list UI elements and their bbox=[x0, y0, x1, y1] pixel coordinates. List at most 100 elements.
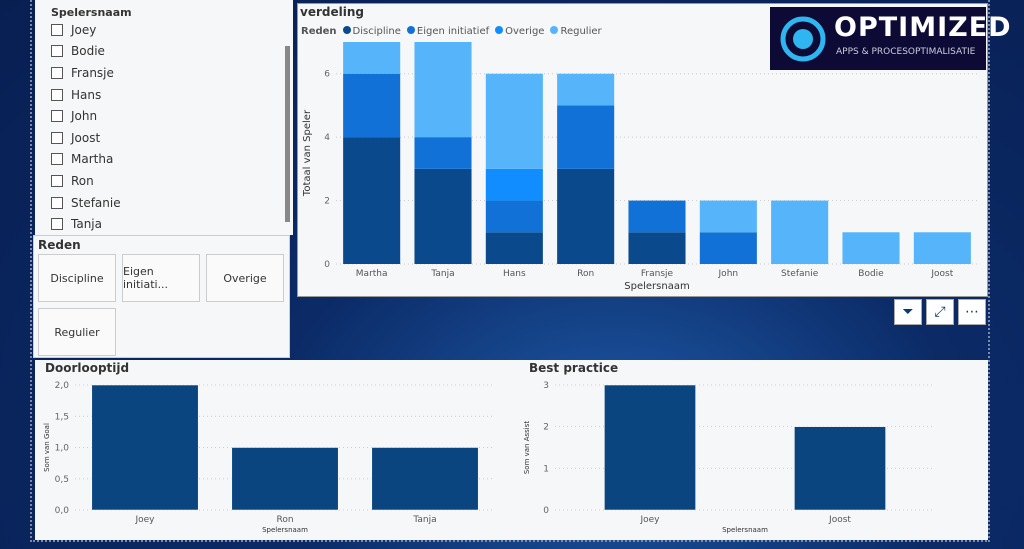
legend-title: Reden bbox=[301, 26, 337, 37]
y-tick-label: 2 bbox=[543, 423, 549, 433]
stacked-bar-plot: 0 2 4 6 Martha Tanja Hans Ron Fransje John Stefani… bbox=[302, 42, 978, 292]
slicer-item[interactable]: Fransje bbox=[35, 62, 293, 84]
checkbox[interactable] bbox=[51, 153, 63, 166]
slicer-item-label: Ron bbox=[71, 173, 94, 188]
x-axis-title: Spelersnaam bbox=[262, 526, 308, 534]
y-tick-label: 1,5 bbox=[55, 412, 69, 422]
bar-segment bbox=[699, 232, 757, 264]
bar-segment bbox=[414, 168, 472, 264]
x-tick-label: Tanja bbox=[412, 515, 436, 525]
bar-segment bbox=[557, 73, 615, 106]
slicer-item-label: Tanja bbox=[71, 217, 102, 232]
slicer-item[interactable]: Joost bbox=[35, 127, 293, 149]
x-tick-label: Stefanie bbox=[781, 269, 819, 279]
x-tick-label: Ron bbox=[276, 515, 293, 525]
slicer-item-label: Joey bbox=[71, 22, 97, 37]
slicer-item-label: John bbox=[71, 109, 98, 124]
logo-tagline: APPS & PROCESOPTIMALISATIE bbox=[836, 47, 976, 57]
checkbox[interactable] bbox=[51, 66, 63, 79]
slicer-item[interactable]: Martha bbox=[35, 149, 293, 171]
y-tick-label: 2,0 bbox=[55, 381, 70, 391]
legend-item[interactable]: Overige bbox=[495, 26, 544, 37]
more-options-icon[interactable]: ⋯ bbox=[958, 299, 986, 325]
legend-label: Regulier bbox=[560, 26, 602, 37]
checkbox[interactable] bbox=[51, 196, 63, 209]
checkbox[interactable] bbox=[51, 45, 63, 58]
bar-segment bbox=[343, 137, 401, 264]
bar-segment bbox=[343, 42, 401, 74]
legend-label: Discipline bbox=[352, 26, 401, 37]
bar-segment bbox=[557, 105, 615, 169]
bar-segment bbox=[485, 232, 543, 264]
x-tick-label: John bbox=[718, 269, 739, 279]
logo-name: OPTIMIZED bbox=[834, 12, 1012, 43]
legend-label: Eigen initiatief bbox=[416, 26, 490, 37]
x-tick-label: Joey bbox=[639, 515, 660, 525]
legend-dot bbox=[495, 26, 504, 34]
x-tick-label: Fransje bbox=[641, 269, 674, 279]
x-axis-title: Spelersnaam bbox=[624, 281, 689, 292]
checkbox[interactable] bbox=[51, 218, 63, 231]
y-tick-label: 6 bbox=[324, 70, 330, 80]
checkbox[interactable] bbox=[51, 131, 63, 144]
bar-segment bbox=[414, 137, 472, 169]
bar-segment bbox=[913, 232, 971, 264]
legend-item[interactable]: Discipline bbox=[342, 26, 401, 37]
y-tick-label: 2 bbox=[324, 197, 330, 207]
bar-segment bbox=[485, 200, 543, 233]
x-tick-label: Bodie bbox=[858, 269, 884, 279]
bar bbox=[604, 384, 696, 511]
slicer-item[interactable]: Stefanie bbox=[35, 192, 293, 214]
reden-button-discipline[interactable]: Discipline bbox=[38, 254, 116, 302]
slicer-item-label: Joost bbox=[71, 130, 101, 145]
legend-item[interactable]: Regulier bbox=[550, 26, 602, 37]
x-tick-label: Ron bbox=[577, 269, 594, 279]
y-tick-label: 1 bbox=[543, 464, 549, 474]
slicer-item[interactable]: Joey bbox=[35, 19, 293, 41]
legend: Reden Discipline Eigen initiatief Overige R… bbox=[301, 26, 608, 37]
legend-dot bbox=[406, 26, 415, 34]
slicer-item[interactable]: Hans bbox=[35, 84, 293, 106]
y-tick-label: 0 bbox=[543, 506, 549, 516]
visual-header: ⏷ ⤢ ⋯ bbox=[894, 299, 986, 325]
x-tick-label: Joost bbox=[930, 269, 953, 279]
checkbox[interactable] bbox=[51, 23, 63, 36]
reden-slicer: Reden Discipline Eigen initiati... Overi… bbox=[33, 235, 290, 358]
checkbox[interactable] bbox=[51, 88, 63, 101]
x-tick-label: Joey bbox=[134, 515, 155, 525]
reden-button-eigen-initiatief[interactable]: Eigen initiati... bbox=[122, 254, 200, 302]
checkbox[interactable] bbox=[51, 110, 63, 123]
x-tick-label: Tanja bbox=[430, 269, 454, 279]
checkbox[interactable] bbox=[51, 174, 63, 187]
bar-segment bbox=[485, 73, 543, 169]
slicer-scrollbar[interactable] bbox=[285, 46, 290, 222]
spelersnaam-slicer: Spelersnaam Joey Bodie Fransje Hans John Joos… bbox=[35, 0, 293, 235]
focus-mode-icon[interactable]: ⤢ bbox=[926, 299, 954, 325]
reden-title: Reden bbox=[38, 238, 81, 252]
bar bbox=[231, 447, 339, 511]
reden-button-overige[interactable]: Overige bbox=[206, 254, 284, 302]
bar bbox=[371, 447, 479, 511]
legend-item[interactable]: Eigen initiatief bbox=[406, 26, 490, 37]
bar-segment bbox=[628, 232, 686, 264]
reden-button-regulier[interactable]: Regulier bbox=[38, 308, 116, 356]
bottom-panel: Doorlooptijd Best practice 0,0 0,5 1,0 1,5 2… bbox=[35, 360, 988, 540]
bar-segment bbox=[414, 42, 472, 138]
slicer-item[interactable]: Ron bbox=[35, 170, 293, 192]
slicer-item[interactable]: John bbox=[35, 105, 293, 127]
optimized-logo: OPTIMIZED APPS & PROCESOPTIMALISATIE bbox=[770, 7, 1011, 70]
slicer-title: Spelersnaam bbox=[51, 6, 132, 19]
filter-icon[interactable]: ⏷ bbox=[894, 299, 922, 325]
bar bbox=[91, 384, 199, 511]
slicer-item-label: Martha bbox=[71, 152, 114, 167]
slicer-item[interactable]: Tanja bbox=[35, 213, 293, 235]
slicer-item[interactable]: Bodie bbox=[35, 41, 293, 63]
slicer-item-label: Hans bbox=[71, 87, 102, 102]
y-tick-label: 1,0 bbox=[55, 444, 70, 454]
y-axis-title: Som van Goal bbox=[43, 423, 51, 472]
bar-segment bbox=[842, 232, 900, 264]
report-canvas bbox=[30, 0, 990, 542]
best-practice-plot: 0 1 2 3 Joey Joost Spelersnaam Som van Assist bbox=[523, 381, 935, 534]
logo-icon bbox=[780, 16, 826, 62]
x-axis-title: Spelersnaam bbox=[722, 526, 768, 534]
